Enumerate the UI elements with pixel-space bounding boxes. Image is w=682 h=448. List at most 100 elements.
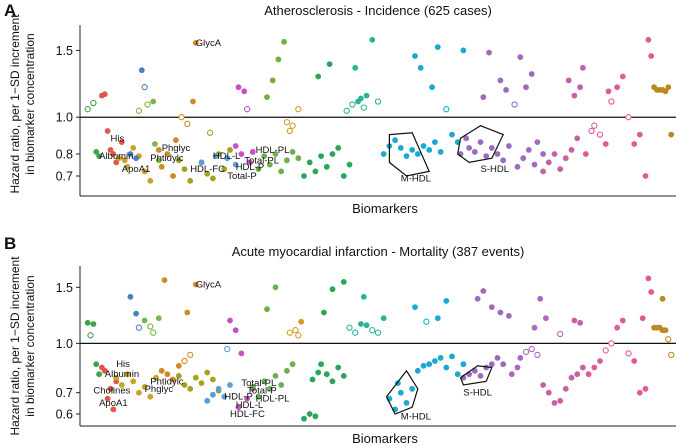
data-point: [212, 153, 219, 159]
data-point: [255, 393, 262, 400]
data-point: [306, 411, 313, 417]
data-point: [477, 372, 484, 379]
data-point: [209, 391, 216, 398]
data-point: [96, 153, 102, 159]
data-point: [135, 389, 142, 396]
data-point: [619, 73, 626, 80]
data-point: [170, 173, 176, 179]
data-point: [397, 389, 404, 396]
data-point: [545, 389, 552, 396]
data-point: [318, 361, 324, 368]
data-point-hollow: [608, 340, 615, 347]
data-point-hollow: [147, 323, 154, 330]
x-axis-label: Biomarkers: [352, 431, 418, 446]
data-point: [309, 376, 316, 383]
data-point: [668, 131, 675, 138]
annotation-label: Phtidylc: [150, 153, 184, 164]
data-point: [320, 309, 327, 316]
data-point: [133, 310, 139, 317]
data-point: [209, 175, 216, 182]
data-point: [158, 163, 165, 170]
panel-letter-b: B: [4, 234, 16, 253]
data-point: [153, 374, 159, 381]
data-point-hollow: [295, 332, 302, 339]
data-point: [619, 317, 626, 324]
data-point: [187, 177, 194, 184]
data-point: [164, 371, 171, 378]
data-point: [363, 322, 370, 329]
data-point-hollow: [187, 351, 194, 359]
data-point: [528, 71, 535, 77]
data-point: [574, 371, 581, 378]
data-point: [497, 77, 504, 84]
data-point: [130, 144, 137, 151]
annotation-label: Cholines: [93, 386, 130, 397]
annotation-label: S-HDL: [463, 388, 492, 399]
data-point-hollow: [522, 348, 530, 356]
data-point: [187, 385, 194, 392]
data-point: [151, 141, 158, 147]
data-point-hollow: [625, 350, 632, 357]
data-point: [118, 139, 125, 145]
annotation-label: Phglyc: [145, 384, 174, 395]
data-point-hollow: [369, 327, 376, 334]
data-point: [221, 393, 228, 400]
data-point: [127, 293, 134, 300]
data-point: [562, 385, 569, 392]
data-point: [340, 173, 347, 179]
data-point: [306, 159, 313, 166]
data-point: [272, 151, 279, 157]
data-point: [190, 98, 196, 105]
annotation-label: HDL-PL: [256, 145, 290, 156]
data-point: [329, 378, 336, 385]
y-tick-label: 0.7: [56, 386, 73, 400]
panel-a: A Atherosclerosis - Incidence (625 cases…: [4, 1, 676, 216]
data-point: [181, 382, 188, 388]
data-point: [335, 364, 342, 371]
data-point: [184, 309, 191, 316]
data-point: [215, 385, 222, 392]
data-point: [244, 395, 250, 402]
data-point: [238, 350, 245, 357]
data-point: [192, 374, 199, 381]
data-point: [577, 319, 583, 326]
data-point: [426, 361, 433, 368]
data-point: [113, 374, 120, 381]
data-point: [96, 371, 102, 378]
data-point: [363, 92, 370, 99]
data-point: [409, 146, 416, 153]
annotation-label: ApoA1: [122, 164, 151, 175]
annotation-label: HDL-PL: [256, 394, 290, 405]
data-point: [141, 168, 148, 175]
data-point: [275, 56, 282, 63]
data-point: [261, 153, 268, 159]
data-point: [323, 371, 330, 378]
data-point: [175, 372, 182, 379]
data-point: [181, 166, 188, 172]
data-point: [155, 146, 162, 153]
data-point-hollow: [135, 324, 143, 331]
highlight-region: [388, 132, 431, 177]
data-point: [104, 128, 111, 134]
data-point: [631, 358, 638, 364]
data-point: [614, 84, 620, 91]
data-point-hollow: [181, 357, 188, 365]
annotation-label: M-HDL: [401, 411, 431, 422]
data-point: [494, 354, 501, 361]
data-point-hollow: [443, 106, 450, 113]
y-axis-label-line1: Hazard ratio, per 1−SD increment: [8, 14, 22, 194]
data-point: [434, 44, 441, 50]
data-point: [329, 286, 336, 293]
data-point: [224, 155, 231, 162]
data-point: [486, 49, 492, 56]
data-point: [264, 94, 270, 100]
annotation-label: Total-PL: [244, 155, 279, 166]
annotation-label: HDL-FC: [190, 164, 225, 175]
data-point-hollow: [144, 101, 151, 108]
data-point: [443, 364, 450, 371]
data-point: [403, 153, 410, 159]
data-point: [505, 143, 512, 149]
data-point: [571, 92, 578, 99]
data-point: [505, 312, 512, 319]
data-point: [283, 157, 290, 164]
